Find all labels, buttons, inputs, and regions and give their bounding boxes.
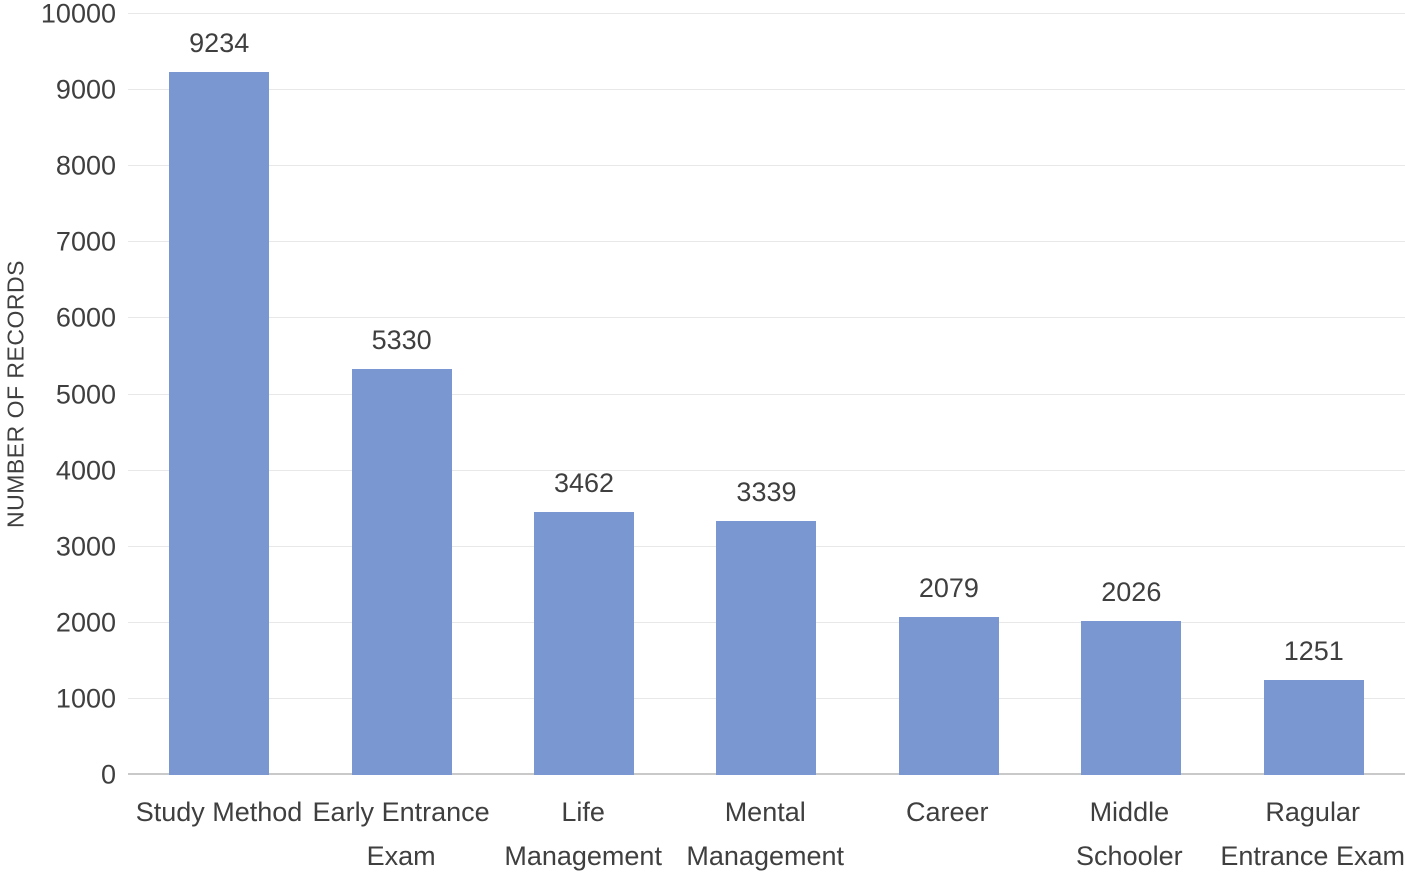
gridline [128, 469, 1405, 471]
category-label-line: Mental [724, 797, 806, 827]
bar-value-label: 9234 [189, 28, 250, 59]
category-label-line: Ragular [1265, 797, 1360, 827]
category-label-early-entrance-exam: Early Entrance Exam [310, 790, 492, 875]
bar-middle-schooler: 2026 [1081, 577, 1182, 775]
category-label-line: Middle [1089, 797, 1170, 827]
gridline [128, 13, 1405, 14]
bar-ragular-entrance-exam: 1251 [1263, 636, 1364, 775]
bar-career: 2079 [898, 573, 999, 775]
bar-value-label: 2079 [918, 572, 979, 603]
bar-mental-management: 3339 [716, 477, 817, 775]
category-label-line: Study Method [135, 797, 303, 827]
bar-life-management: 3462 [534, 468, 635, 775]
category-label-middle-schooler: Middle Schooler [1038, 790, 1220, 875]
bar-value-label: 2026 [1101, 576, 1162, 607]
category-label-line: Career [906, 797, 989, 827]
bar-value-label: 5330 [371, 325, 432, 356]
y-tick-label: 3000 [55, 531, 116, 562]
bar-slot-career: 2079 [858, 14, 1040, 775]
gridline [128, 393, 1405, 395]
y-tick-label: 1000 [55, 683, 116, 714]
bar-slot-study-method: 9234 [128, 14, 310, 775]
bar-early-entrance-exam: 5330 [351, 325, 452, 775]
y-tick-label: 7000 [55, 226, 116, 257]
bar-value-label: 1251 [1283, 635, 1344, 666]
bar-value-label: 3462 [554, 467, 615, 498]
gridline [128, 241, 1405, 243]
bar-slot-middle-schooler: 2026 [1040, 14, 1222, 775]
bar-value-label: 3339 [736, 476, 797, 507]
y-tick-label: 6000 [55, 302, 116, 333]
category-label-life-management: Life Management [492, 790, 674, 875]
gridline [128, 165, 1405, 167]
y-tick-label: 4000 [55, 455, 116, 486]
category-label-line: Schooler [1076, 841, 1183, 871]
x-axis-labels: Study Method Early Entrance Exam Life Manage… [128, 790, 1405, 875]
category-label-line: Management [686, 841, 845, 871]
y-axis-ticks: 0 1000 2000 3000 4000 5000 6000 7000 8000 9000 100… [0, 0, 116, 790]
y-tick-label: 9000 [55, 74, 116, 105]
category-label-career: Career [856, 790, 1038, 875]
category-label-line: Entrance Exam [1220, 841, 1405, 871]
category-label-mental-management: Mental Management [674, 790, 856, 875]
category-label-ragular-entrance-exam: Ragular Entrance Exam [1220, 790, 1405, 875]
bar-slot-life-management: 3462 [493, 14, 675, 775]
plot-area: 9234 5330 3462 3339 2079 2026 1251 [128, 13, 1405, 775]
category-label-line: Early Entrance [312, 797, 490, 827]
category-label-line: Management [504, 841, 662, 871]
y-tick-label: 2000 [55, 607, 116, 638]
category-label-line: Life [561, 797, 605, 827]
bars: 9234 5330 3462 3339 2079 2026 1251 [128, 14, 1405, 775]
gridline [128, 317, 1405, 319]
bar-slot-mental-management: 3339 [675, 14, 857, 775]
bar-slot-early-entrance-exam: 5330 [310, 14, 492, 775]
y-tick-label: 5000 [55, 379, 116, 409]
bar-slot-ragular-entrance-exam: 1251 [1223, 14, 1405, 775]
y-tick-label: 0 [100, 759, 116, 790]
gridline [128, 89, 1405, 91]
category-label-study-method: Study Method [128, 790, 310, 875]
bar-study-method: 9234 [169, 28, 270, 775]
y-tick-label: 8000 [55, 150, 116, 181]
y-tick-label: 10000 [40, 0, 116, 29]
category-label-line: Exam [366, 841, 436, 871]
